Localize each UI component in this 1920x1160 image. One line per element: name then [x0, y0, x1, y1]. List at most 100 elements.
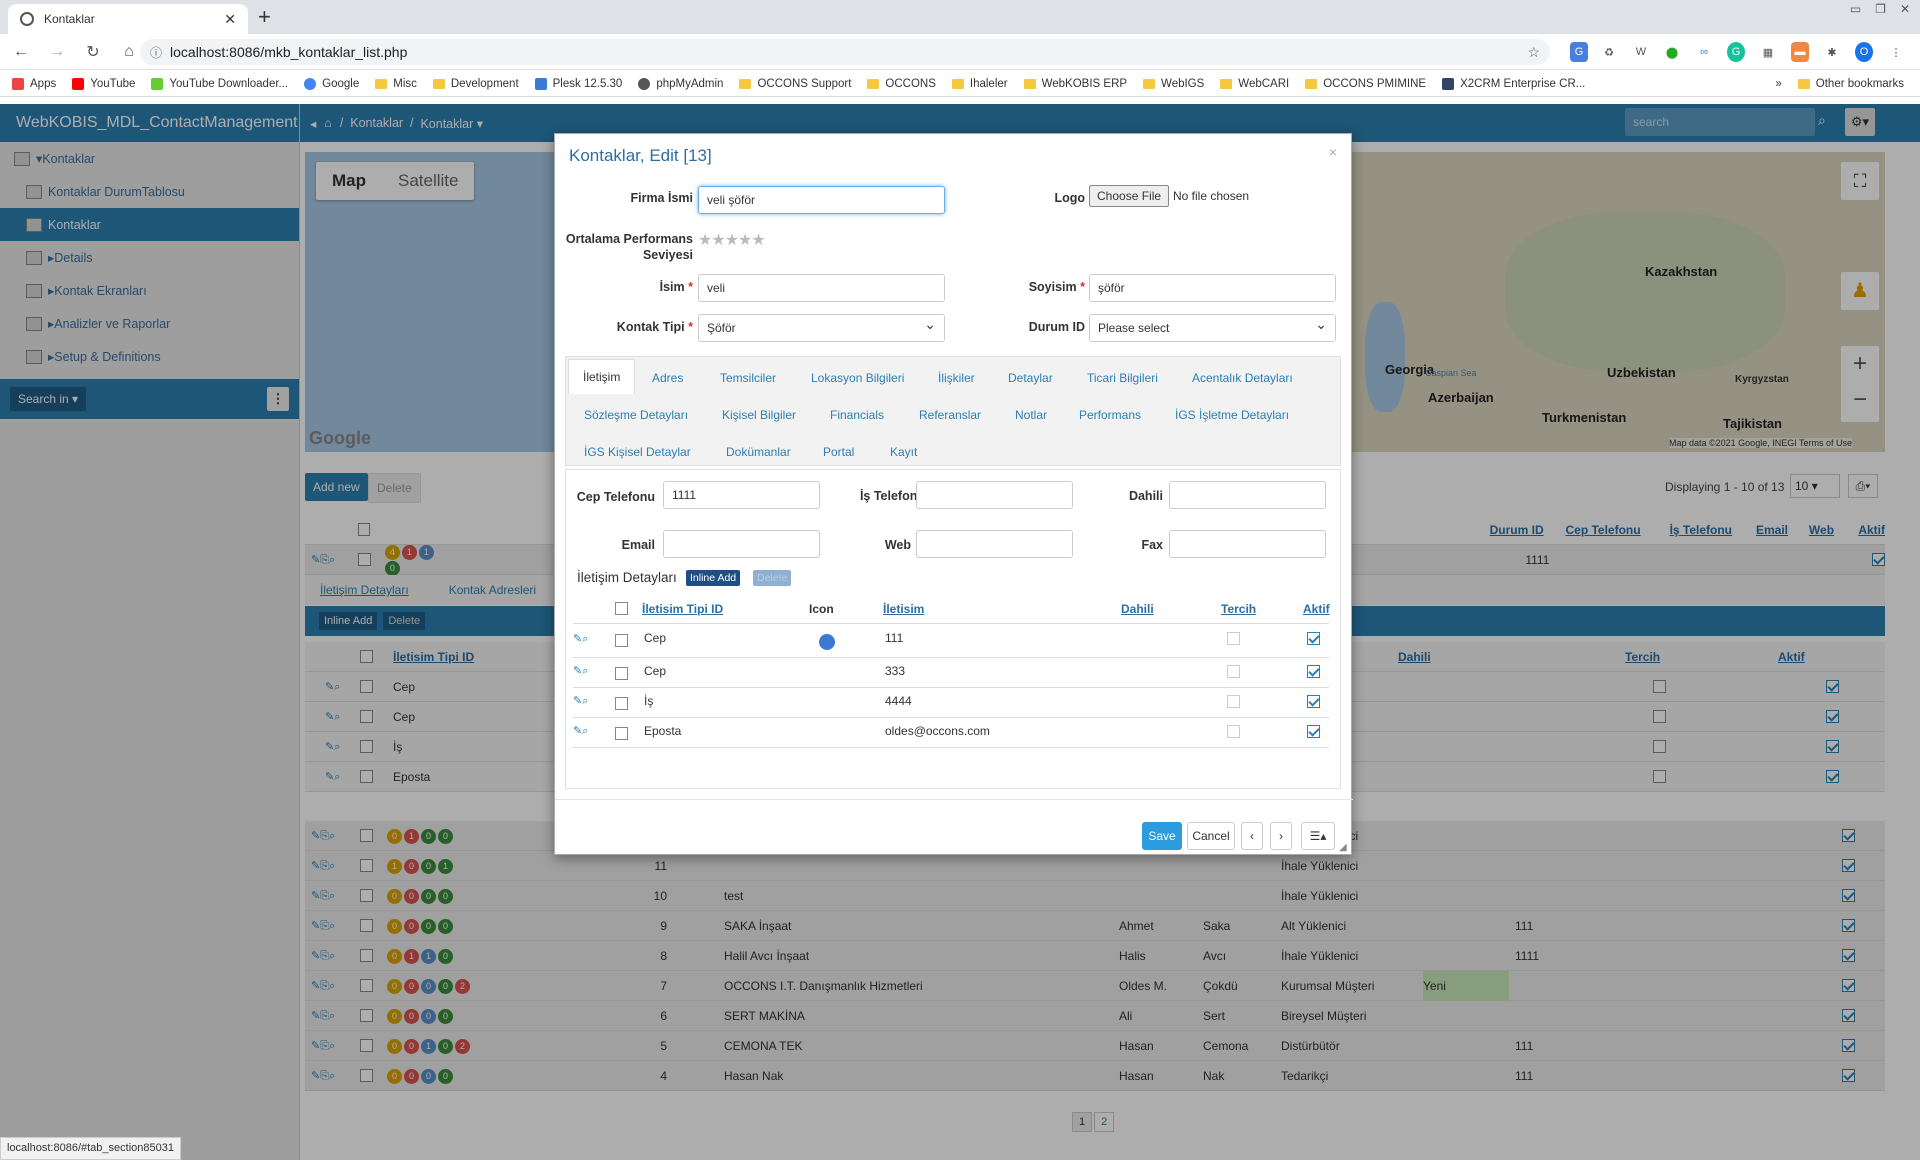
header-iletisim-tipi[interactable]: İletisim Tipi ID — [642, 602, 724, 616]
page-2[interactable]: 2 — [1094, 1112, 1115, 1132]
header-cep-telefonu[interactable]: Cep Telefonu — [1565, 522, 1641, 537]
tab-kayit[interactable]: Kayıt — [890, 445, 918, 459]
restore-icon[interactable]: ❐ — [1875, 2, 1886, 16]
bookmark-misc[interactable]: Misc — [375, 78, 417, 90]
aktif-checkbox[interactable] — [1872, 553, 1885, 566]
tercih-checkbox[interactable] — [1227, 725, 1240, 738]
row-checkbox[interactable] — [360, 979, 373, 992]
row-checkbox[interactable] — [360, 770, 373, 783]
next-record-icon[interactable]: › — [1270, 822, 1292, 850]
zoom-out-icon[interactable]: − — [1852, 386, 1867, 413]
row-actions-icon[interactable]: ✎⎘⌕ — [311, 859, 336, 872]
select-all-checkbox[interactable] — [357, 523, 370, 536]
puzzle-icon[interactable]: ✱ — [1827, 46, 1837, 59]
more-bookmarks-icon[interactable]: » — [1775, 77, 1782, 90]
sidebar-item-durumtablosu[interactable]: Kontaklar DurumTablosu — [0, 175, 299, 208]
new-tab-icon[interactable]: + — [258, 4, 271, 29]
map-button[interactable]: Map — [332, 171, 366, 190]
choose-file-button[interactable]: Choose File — [1089, 185, 1170, 207]
aktif-checkbox[interactable] — [1826, 740, 1839, 753]
row-actions-icon[interactable]: ✎⎘⌕ — [311, 829, 336, 842]
sub-select-all-checkbox[interactable] — [360, 650, 373, 663]
sidebar-item-analizler[interactable]: ▸ Analizler ve Raporlar — [0, 307, 299, 340]
menu-dots-icon[interactable]: ⋮ — [1890, 46, 1902, 59]
page-size-select[interactable]: 10 ▾ — [1790, 474, 1840, 498]
sub-header-tercih[interactable]: Tercih — [1625, 649, 1661, 664]
iletisim-row[interactable]: ✎⌕ Cep 333 — [573, 658, 1329, 688]
table-row[interactable]: ✎⎘⌕ 0 0 0 0 10 test İhale Yüklenici — [305, 881, 1885, 911]
sub-inline-add-button[interactable]: Inline Add — [319, 612, 378, 630]
row-actions-icon[interactable]: ✎⎘⌕ — [311, 1009, 336, 1022]
aktif-checkbox[interactable] — [1307, 632, 1320, 645]
close-window-icon[interactable]: ✕ — [1899, 2, 1910, 16]
row-checkbox[interactable] — [360, 949, 373, 962]
back-icon[interactable]: ← — [13, 42, 29, 60]
info-icon[interactable]: ⓘ — [150, 45, 163, 60]
sub-header-aktif[interactable]: Aktif — [1778, 649, 1805, 664]
row-actions-icon[interactable]: ✎⎘⌕ — [311, 889, 336, 902]
tab-referanslar[interactable]: Referanslar — [919, 408, 982, 422]
tab-iliskiler[interactable]: İlişkiler — [938, 371, 975, 385]
row-checkbox[interactable] — [615, 634, 628, 647]
aktif-checkbox[interactable] — [1307, 665, 1320, 678]
bookmark-x2crm[interactable]: X2CRM Enterprise CR... — [1442, 77, 1585, 90]
table-row[interactable]: ✎⎘⌕ 0 0 0 0 9 SAKA İnşaat Ahmet Saka Alt Yüklenic… — [305, 911, 1885, 941]
header-aktif[interactable]: Aktif — [1303, 602, 1330, 616]
tab-portal[interactable]: Portal — [823, 445, 855, 459]
prev-record-icon[interactable]: ‹ — [1241, 822, 1263, 850]
forward-icon[interactable]: → — [49, 42, 65, 60]
other-bookmarks[interactable]: Other bookmarks — [1797, 78, 1904, 90]
aktif-checkbox[interactable] — [1842, 829, 1855, 842]
header-is-telefonu[interactable]: İş Telefonu — [1669, 522, 1733, 537]
tab-performans[interactable]: Performans — [1079, 408, 1142, 422]
row-checkbox[interactable] — [358, 553, 371, 566]
save-button[interactable]: Save — [1142, 822, 1182, 850]
row-actions-icon[interactable]: ✎⎘⌕ — [311, 949, 336, 962]
sub-tab-adres[interactable]: Kontak Adresleri — [448, 583, 537, 597]
reload-icon[interactable]: ↻ — [86, 43, 100, 61]
tab-acentalik[interactable]: Acentalık Detayları — [1192, 371, 1293, 385]
row-checkbox[interactable] — [360, 710, 373, 723]
aktif-checkbox[interactable] — [1842, 859, 1855, 872]
header-tercih[interactable]: Tercih — [1221, 602, 1257, 616]
bookmark-google[interactable]: Google — [304, 77, 359, 90]
tab-igs-kisisel[interactable]: İGS Kişisel Detaylar — [584, 445, 691, 459]
header-durum-id[interactable]: Durum ID — [1489, 522, 1544, 537]
table-row[interactable]: ✎⎘⌕ 0 0 0 0 2 7 OCCONS I.T. Danışmanlık Hizmetl… — [305, 970, 1885, 1001]
bookmark-phpmyadmin[interactable]: phpMyAdmin — [638, 77, 723, 90]
delete-button[interactable]: Delete — [368, 473, 421, 503]
aktif-checkbox[interactable] — [1842, 1009, 1855, 1022]
aktif-checkbox[interactable] — [1842, 1039, 1855, 1052]
tercih-checkbox[interactable] — [1227, 632, 1240, 645]
tab-sozlesme[interactable]: Sözleşme Detayları — [584, 408, 689, 422]
satellite-button[interactable]: Satellite — [398, 171, 459, 190]
tab-temsilciler[interactable]: Temsilciler — [720, 371, 777, 385]
recycle-icon[interactable]: ♻ — [1604, 46, 1614, 59]
close-tab-icon[interactable]: ✕ — [224, 10, 236, 27]
sidebar-item-kontaklar[interactable]: Kontaklar — [0, 208, 299, 241]
w-extension-icon[interactable]: W — [1635, 46, 1647, 58]
row-checkbox[interactable] — [615, 697, 628, 710]
tab-iletisim[interactable]: İletişim — [568, 359, 636, 394]
row-checkbox[interactable] — [360, 740, 373, 753]
tab-ticari[interactable]: Ticari Bilgileri — [1087, 371, 1158, 385]
more-menu-icon[interactable]: ☰▴ — [1301, 822, 1335, 850]
tercih-checkbox[interactable] — [1653, 770, 1666, 783]
window-controls[interactable]: ▭ ❐ ✕ — [1850, 2, 1910, 16]
row-checkbox[interactable] — [360, 829, 373, 842]
toolbox-icon[interactable]: ▦ — [1762, 46, 1774, 59]
kontak-tipi-select[interactable]: Şöför — [698, 314, 945, 342]
aktif-checkbox[interactable] — [1842, 919, 1855, 932]
zoom-controls[interactable]: + − — [1841, 346, 1879, 422]
iletisim-row[interactable]: ✎⌕ Eposta oldes@occons.com — [573, 718, 1329, 748]
row-actions-icon[interactable]: ✎⌕ — [325, 770, 341, 783]
link-extension-icon[interactable]: ∞ — [1700, 46, 1708, 58]
bookmark-youtube[interactable]: YouTube — [72, 77, 135, 90]
sidebar-item-setup[interactable]: ▸ Setup & Definitions — [0, 340, 299, 373]
aktif-checkbox[interactable] — [1842, 949, 1855, 962]
header-iletisim[interactable]: İletisim — [883, 602, 925, 616]
table-row[interactable]: ✎⎘⌕ 0 0 0 0 4 Hasan Nak Hasan Nak Tedarikçi 111 — [305, 1061, 1885, 1091]
table-row[interactable]: ✎⎘⌕ 0 1 1 0 8 Halil Avcı İnşaat Halis Avcı İhale … — [305, 941, 1885, 971]
row-checkbox[interactable] — [360, 919, 373, 932]
email-input[interactable] — [663, 530, 820, 558]
